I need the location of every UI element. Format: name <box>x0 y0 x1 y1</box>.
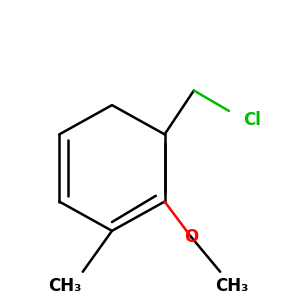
Text: Cl: Cl <box>244 111 261 129</box>
Text: CH₃: CH₃ <box>215 278 249 296</box>
Text: CH₃: CH₃ <box>49 278 82 296</box>
Text: O: O <box>184 228 198 246</box>
